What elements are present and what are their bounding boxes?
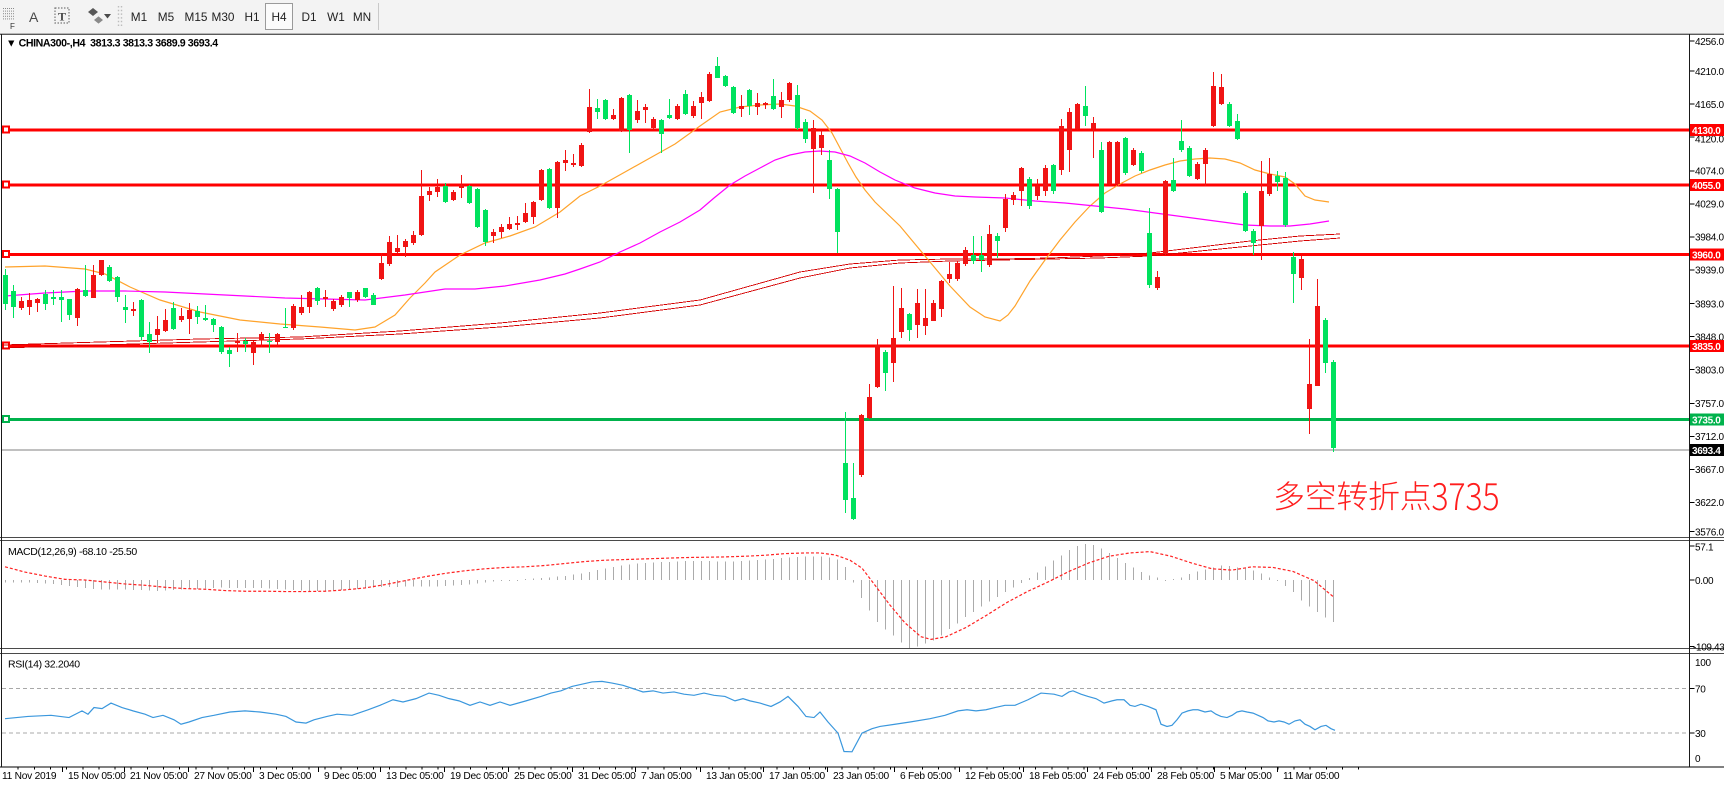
svg-text:9 Dec 05:00: 9 Dec 05:00	[324, 771, 377, 782]
svg-text:3667.0: 3667.0	[1695, 465, 1724, 476]
svg-text:3693.4: 3693.4	[1692, 446, 1721, 457]
svg-text:0.00: 0.00	[1695, 576, 1714, 587]
svg-text:3984.0: 3984.0	[1695, 233, 1724, 244]
svg-text:4130.0: 4130.0	[1692, 126, 1721, 137]
svg-text:RSI(14) 32.2040: RSI(14) 32.2040	[8, 659, 80, 671]
svg-text:▼ CHINA300-,H4 3813.3 3813.3: ▼ CHINA300-,H4 3813.3 3813.3 3689.9 3693…	[6, 38, 218, 50]
svg-text:H4: H4	[271, 10, 287, 24]
svg-text:3939.0: 3939.0	[1695, 266, 1724, 277]
svg-text:3960.0: 3960.0	[1692, 250, 1721, 261]
svg-text:M30: M30	[212, 10, 235, 24]
svg-text:3576.0: 3576.0	[1695, 527, 1724, 538]
svg-text:11 Nov 2019: 11 Nov 2019	[2, 771, 57, 782]
svg-text:13 Jan 05:00: 13 Jan 05:00	[706, 771, 762, 782]
svg-text:3622.0: 3622.0	[1695, 498, 1724, 509]
svg-text:M15: M15	[185, 10, 208, 24]
svg-text:23 Jan 05:00: 23 Jan 05:00	[833, 771, 889, 782]
svg-text:3835.0: 3835.0	[1692, 342, 1721, 353]
svg-text:4029.0: 4029.0	[1695, 200, 1724, 211]
svg-text:M5: M5	[158, 10, 175, 24]
svg-text:100: 100	[1695, 658, 1712, 669]
svg-text:A: A	[29, 9, 39, 25]
svg-text:T: T	[58, 10, 66, 24]
svg-text:4256.0: 4256.0	[1695, 37, 1724, 48]
svg-text:6 Feb 05:00: 6 Feb 05:00	[900, 771, 952, 782]
svg-text:MACD(12,26,9) -68.10 -25.50: MACD(12,26,9) -68.10 -25.50	[8, 546, 137, 558]
svg-text:13 Dec 05:00: 13 Dec 05:00	[386, 771, 444, 782]
svg-text:12 Feb 05:00: 12 Feb 05:00	[965, 771, 1023, 782]
svg-text:3735.0: 3735.0	[1692, 415, 1721, 426]
svg-text:4210.0: 4210.0	[1695, 67, 1724, 78]
svg-text:-109.43: -109.43	[1693, 642, 1724, 653]
svg-text:7 Jan 05:00: 7 Jan 05:00	[641, 771, 692, 782]
svg-text:27 Nov 05:00: 27 Nov 05:00	[194, 771, 252, 782]
svg-text:M1: M1	[131, 10, 147, 24]
svg-text:MN: MN	[353, 10, 371, 24]
svg-text:D1: D1	[301, 10, 316, 24]
svg-text:W1: W1	[327, 10, 345, 24]
svg-text:3848.0: 3848.0	[1695, 332, 1724, 343]
svg-text:25 Dec 05:00: 25 Dec 05:00	[514, 771, 572, 782]
svg-text:5 Mar 05:00: 5 Mar 05:00	[1220, 771, 1272, 782]
svg-text:3712.0: 3712.0	[1695, 432, 1724, 443]
svg-text:3803.0: 3803.0	[1695, 365, 1724, 376]
svg-text:31 Dec 05:00: 31 Dec 05:00	[578, 771, 636, 782]
svg-text:24 Feb 05:00: 24 Feb 05:00	[1093, 771, 1151, 782]
svg-text:3893.0: 3893.0	[1695, 299, 1724, 310]
svg-text:17 Jan 05:00: 17 Jan 05:00	[769, 771, 825, 782]
svg-text:4165.0: 4165.0	[1695, 100, 1724, 111]
svg-text:4074.0: 4074.0	[1695, 167, 1724, 178]
svg-text:11 Mar 05:00: 11 Mar 05:00	[1283, 771, 1340, 782]
svg-text:15 Nov 05:00: 15 Nov 05:00	[68, 771, 126, 782]
svg-text:57.1: 57.1	[1695, 543, 1714, 554]
svg-text:4120.0: 4120.0	[1695, 134, 1724, 145]
svg-text:28 Feb 05:00: 28 Feb 05:00	[1157, 771, 1215, 782]
svg-text:F: F	[10, 22, 15, 31]
svg-text:30: 30	[1695, 729, 1706, 740]
svg-text:0: 0	[1695, 754, 1701, 765]
svg-text:3 Dec 05:00: 3 Dec 05:00	[259, 771, 312, 782]
svg-text:H1: H1	[244, 10, 259, 24]
svg-text:3757.0: 3757.0	[1695, 399, 1724, 410]
svg-text:18 Feb 05:00: 18 Feb 05:00	[1029, 771, 1087, 782]
svg-text:21 Nov 05:00: 21 Nov 05:00	[130, 771, 188, 782]
svg-text:4055.0: 4055.0	[1692, 181, 1721, 192]
svg-text:70: 70	[1695, 684, 1706, 695]
svg-text:19 Dec 05:00: 19 Dec 05:00	[450, 771, 508, 782]
